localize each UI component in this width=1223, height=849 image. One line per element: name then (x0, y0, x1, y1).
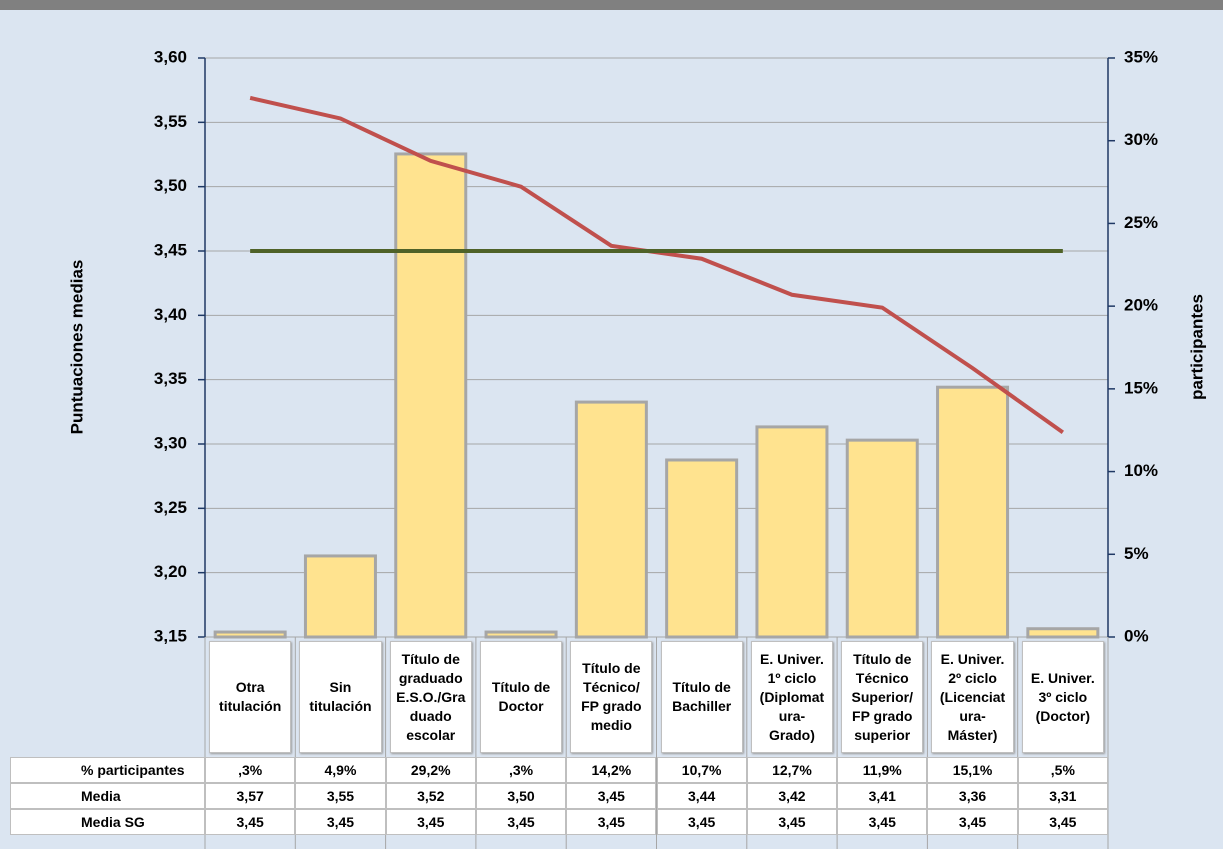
table-value: ,5% (1017, 757, 1108, 783)
table-value: 11,9% (837, 757, 928, 783)
bar (303, 554, 377, 639)
bar (484, 630, 558, 639)
category-cell: E. Univer. 1º ciclo (Diplomat ura- Grado… (750, 641, 834, 753)
table-value: 10,7% (656, 757, 747, 783)
table-value: 4,9% (295, 757, 386, 783)
line (249, 95, 1065, 435)
table-value: 3,45 (475, 809, 567, 835)
y-tick-label: 3,30 (154, 433, 187, 452)
table-value: 3,45 (566, 783, 657, 809)
y-tick-label: 3,45 (154, 240, 187, 259)
table-value: 3,45 (746, 809, 838, 835)
y-tick-label: 3,60 (154, 47, 187, 66)
legend-label: Media (10, 783, 205, 809)
table-value: 3,45 (566, 809, 657, 835)
category-cell: E. Univer. 2º ciclo (Licenciat ura- Mást… (931, 641, 1014, 753)
y2-tick-label: 10% (1124, 461, 1158, 480)
y2-axis-label: participantes (1187, 294, 1206, 400)
bar (845, 438, 919, 639)
table-value: 3,45 (385, 809, 476, 835)
bar (213, 630, 287, 639)
y-tick-label: 3,25 (154, 498, 187, 517)
table-value: 29,2% (385, 757, 476, 783)
y-tick-label: 3,15 (154, 626, 187, 645)
table-value: 3,36 (927, 783, 1018, 809)
y2-tick-label: 15% (1124, 378, 1158, 397)
top-border (0, 0, 1223, 10)
legend-label: % participantes (10, 757, 205, 783)
category-cell: Título de Doctor (479, 641, 563, 753)
table-value: 3,45 (295, 809, 386, 835)
table-value: 3,44 (656, 783, 747, 809)
y2-tick-label: 5% (1124, 544, 1149, 563)
y-axis-label: Puntuaciones medias (67, 260, 86, 435)
table-value: 3,57 (205, 783, 296, 809)
y-tick-label: 3,50 (154, 176, 187, 195)
category-cell: Título de Técnico Superior/ FP grado sup… (841, 641, 924, 753)
y-tick-label: 3,20 (154, 562, 187, 581)
category-cell: Título de graduado E.S.O./Gra duado esco… (389, 641, 472, 753)
table-value: 3,41 (837, 783, 928, 809)
table-value: 3,45 (837, 809, 928, 835)
y-tick-label: 3,55 (154, 112, 187, 131)
bar (394, 152, 468, 639)
y-tick-label: 3,35 (154, 369, 187, 388)
table-value: 3,45 (1017, 809, 1108, 835)
table-value: 3,45 (205, 809, 296, 835)
category-cell: Sin titulación (299, 641, 382, 753)
table-value: 14,2% (566, 757, 657, 783)
table-value: 3,45 (656, 809, 747, 835)
category-cell: Otra titulación (209, 641, 292, 753)
category-cell: Título de Bachiller (660, 641, 743, 753)
table-value: 3,31 (1017, 783, 1108, 809)
bar (665, 458, 739, 639)
table-value: 3,55 (295, 783, 386, 809)
table-value: 15,1% (927, 757, 1018, 783)
table-value: 12,7% (746, 757, 838, 783)
bar (1026, 627, 1100, 639)
category-cell: E. Univer. 3º ciclo (Doctor) (1021, 641, 1104, 753)
y-tick-label: 3,40 (154, 305, 187, 324)
legend-label: Media SG (10, 809, 205, 835)
bar (574, 400, 648, 639)
bar (755, 425, 829, 639)
table-value: 3,50 (475, 783, 567, 809)
table-value: 3,52 (385, 783, 476, 809)
table-value: 3,45 (927, 809, 1018, 835)
table-value: ,3% (205, 757, 296, 783)
y2-tick-label: 25% (1124, 213, 1158, 232)
bar (936, 385, 1010, 639)
y2-tick-label: 35% (1124, 47, 1158, 66)
category-cell: Título de Técnico/ FP grado medio (570, 641, 653, 753)
y2-tick-label: 20% (1124, 296, 1158, 315)
table-value: 3,42 (746, 783, 838, 809)
y2-tick-label: 0% (1124, 626, 1149, 645)
table-value: ,3% (475, 757, 567, 783)
y2-tick-label: 30% (1124, 130, 1158, 149)
